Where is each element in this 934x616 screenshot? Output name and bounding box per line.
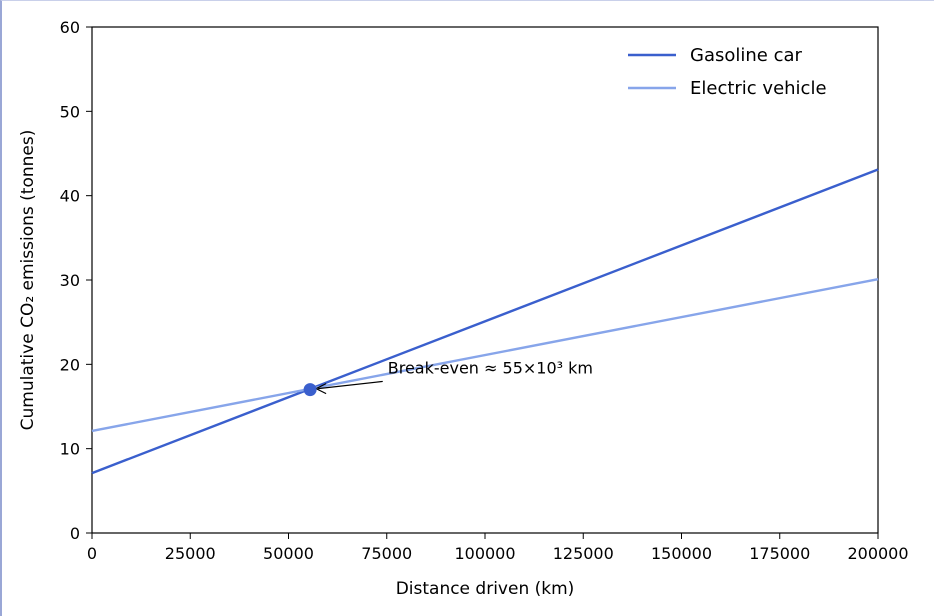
legend-label: Electric vehicle	[690, 78, 827, 99]
x-tick-label: 175000	[749, 544, 810, 563]
y-axis-label: Cumulative CO₂ emissions (tonnes)	[18, 130, 38, 431]
series-lines	[91, 168, 879, 475]
x-tick-label: 50000	[263, 544, 314, 563]
series-line-electric-vehicle	[91, 277, 879, 433]
break-even-marker	[303, 383, 317, 397]
y-tick-label: 10	[60, 440, 80, 459]
legend: Gasoline car Electric vehicle	[628, 45, 827, 99]
y-tick-label: 0	[70, 524, 80, 543]
y-tick-label: 20	[60, 355, 80, 374]
y-tick-label: 40	[60, 187, 80, 206]
plot-axes	[91, 26, 879, 534]
legend-label: Gasoline car	[690, 45, 803, 66]
x-tick-label: 125000	[553, 544, 614, 563]
annotation-group: Break-even ≈ 55×10³ km	[303, 358, 593, 397]
x-tick-label: 200000	[847, 544, 908, 563]
plot-frame	[91, 26, 879, 534]
x-tick-label: 25000	[165, 544, 216, 563]
axis-ticks: 0 25000 50000 75000 100000 125000 150000 175000…	[60, 18, 909, 563]
series-line-gasoline-car	[91, 168, 879, 475]
x-tick-label: 75000	[361, 544, 412, 563]
y-tick-label: 30	[60, 271, 80, 290]
annotation-text: Break-even ≈ 55×10³ km	[388, 358, 593, 377]
annotation-arrow-shaft	[318, 380, 383, 390]
y-tick-label: 60	[60, 18, 80, 37]
x-tick-label: 0	[87, 544, 97, 563]
x-axis-label: Distance driven (km)	[396, 579, 575, 599]
y-tick-label: 50	[60, 102, 80, 121]
x-tick-label: 100000	[454, 544, 515, 563]
x-tick-label: 150000	[651, 544, 712, 563]
